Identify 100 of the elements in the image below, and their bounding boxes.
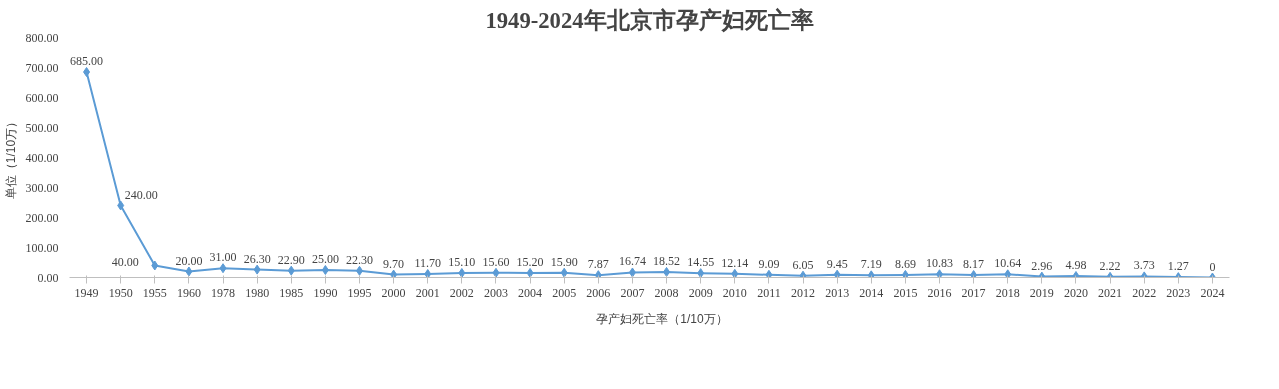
x-tick-label: 1995 bbox=[347, 285, 372, 300]
x-tick-label: 2008 bbox=[654, 285, 679, 300]
x-tick-label: 2012 bbox=[791, 285, 816, 300]
data-label: 12.14 bbox=[721, 255, 749, 270]
point bbox=[1004, 269, 1012, 278]
y-tick-label: 200.00 bbox=[25, 210, 59, 225]
x-tick-label: 1960 bbox=[176, 285, 201, 300]
y-tick-label: 800.00 bbox=[25, 30, 59, 45]
point bbox=[731, 268, 739, 278]
text: 孕产妇死亡率（1/10万） bbox=[596, 310, 728, 328]
point bbox=[594, 270, 602, 278]
x-tick-label: 2014 bbox=[859, 285, 884, 300]
data-label: 7.19 bbox=[860, 257, 882, 272]
x-tick-label: 2010 bbox=[722, 285, 747, 300]
x-tick-label: 2016 bbox=[927, 285, 952, 300]
point bbox=[321, 265, 329, 275]
data-label: 18.52 bbox=[653, 253, 681, 268]
data-label: 9.09 bbox=[758, 256, 780, 271]
data-label: 25.00 bbox=[311, 252, 339, 266]
data-label: 26.30 bbox=[243, 251, 271, 266]
x-tick-label: 2003 bbox=[483, 285, 508, 300]
data-label: 15.60 bbox=[482, 254, 510, 269]
data-label: 14.55 bbox=[687, 255, 715, 270]
x-tick-label: 1985 bbox=[279, 285, 304, 300]
x-tick-label: 2004 bbox=[518, 285, 543, 300]
y-tick-label: 300.00 bbox=[25, 180, 59, 195]
chart-title: 1949-2024年北京市孕产妇死亡率 bbox=[485, 6, 814, 33]
data-label: 685.00 bbox=[70, 54, 104, 68]
data-label: 20.00 bbox=[175, 253, 203, 268]
x-tick-label: 2006 bbox=[586, 285, 611, 300]
y-tick-label: 100.00 bbox=[25, 240, 59, 255]
data-label: 2.96 bbox=[1031, 258, 1053, 273]
data-label: 2.22 bbox=[1099, 258, 1121, 273]
data-label: 22.90 bbox=[277, 252, 305, 267]
point bbox=[697, 268, 705, 278]
x-tick-label: 2011 bbox=[757, 285, 781, 300]
data-label: 15.10 bbox=[448, 254, 476, 269]
x-tick-label: 1978 bbox=[211, 285, 236, 300]
x-tick-label: 2023 bbox=[1166, 285, 1191, 300]
point bbox=[185, 266, 193, 277]
x-tick-label: 2007 bbox=[620, 285, 645, 300]
x-tick-label: 2017 bbox=[961, 285, 986, 300]
point bbox=[83, 67, 91, 77]
data-label: 8.17 bbox=[963, 257, 985, 272]
point bbox=[526, 267, 534, 278]
point bbox=[458, 267, 466, 278]
x-tick-label: 1949 bbox=[74, 285, 99, 300]
point bbox=[117, 200, 125, 211]
y-tick-label: 0.00 bbox=[37, 270, 59, 285]
x-tick-label: 2000 bbox=[381, 285, 406, 300]
y-tick-label: 500.00 bbox=[25, 120, 59, 135]
x-tick-label: 2005 bbox=[552, 285, 577, 300]
x-tick-label: 1980 bbox=[245, 285, 270, 300]
y-axis-title: 单位（1/10万） bbox=[3, 115, 18, 200]
y-tick-label: 400.00 bbox=[25, 150, 59, 165]
data-label: 9.70 bbox=[383, 256, 405, 271]
x-tick-label: 2009 bbox=[688, 285, 713, 300]
point bbox=[560, 267, 568, 278]
data-label: 7.87 bbox=[587, 257, 609, 272]
point bbox=[970, 270, 978, 278]
x-tick-label: 2001 bbox=[415, 285, 440, 300]
point bbox=[833, 269, 841, 278]
x-tick-label: 1950 bbox=[108, 285, 133, 300]
point bbox=[390, 269, 398, 278]
x-tick-label: 1990 bbox=[313, 285, 338, 300]
data-label: 15.20 bbox=[516, 254, 544, 269]
point bbox=[628, 267, 636, 278]
data-label: 6.05 bbox=[792, 257, 814, 272]
data-label: 40.00 bbox=[111, 254, 139, 269]
point bbox=[936, 269, 943, 278]
x-tick-label: 2002 bbox=[449, 285, 474, 300]
data-label: 16.74 bbox=[618, 254, 646, 269]
x-tick-label: 2020 bbox=[1063, 285, 1088, 300]
point bbox=[901, 269, 909, 278]
y-tick-label: 600.00 bbox=[25, 90, 59, 105]
point bbox=[492, 267, 500, 278]
point bbox=[867, 270, 875, 278]
point bbox=[219, 263, 227, 274]
point bbox=[424, 268, 432, 278]
x-tick-label: 2021 bbox=[1098, 285, 1123, 300]
x-tick-label: 2015 bbox=[893, 285, 918, 300]
y-tick-label: 700.00 bbox=[25, 60, 59, 75]
x-tick-label: 2013 bbox=[825, 285, 850, 300]
data-label: 10.83 bbox=[926, 256, 953, 271]
x-tick-label: 2024 bbox=[1200, 285, 1225, 300]
point bbox=[253, 264, 261, 275]
data-label: 1.27 bbox=[1167, 259, 1189, 274]
x-tick-label: 1955 bbox=[142, 285, 167, 300]
data-label: 240.00 bbox=[124, 187, 158, 202]
data-label: 8.69 bbox=[894, 256, 916, 271]
point bbox=[799, 270, 807, 278]
data-label: 31.00 bbox=[209, 250, 237, 265]
data-label: 22.30 bbox=[346, 252, 373, 267]
data-label: 0 bbox=[1209, 259, 1216, 274]
x-tick-label: 2018 bbox=[995, 285, 1020, 300]
data-label: 11.70 bbox=[414, 255, 442, 270]
data-label: 10.64 bbox=[994, 256, 1022, 271]
point bbox=[765, 269, 773, 278]
data-label: 3.73 bbox=[1133, 258, 1155, 273]
point bbox=[151, 260, 159, 271]
